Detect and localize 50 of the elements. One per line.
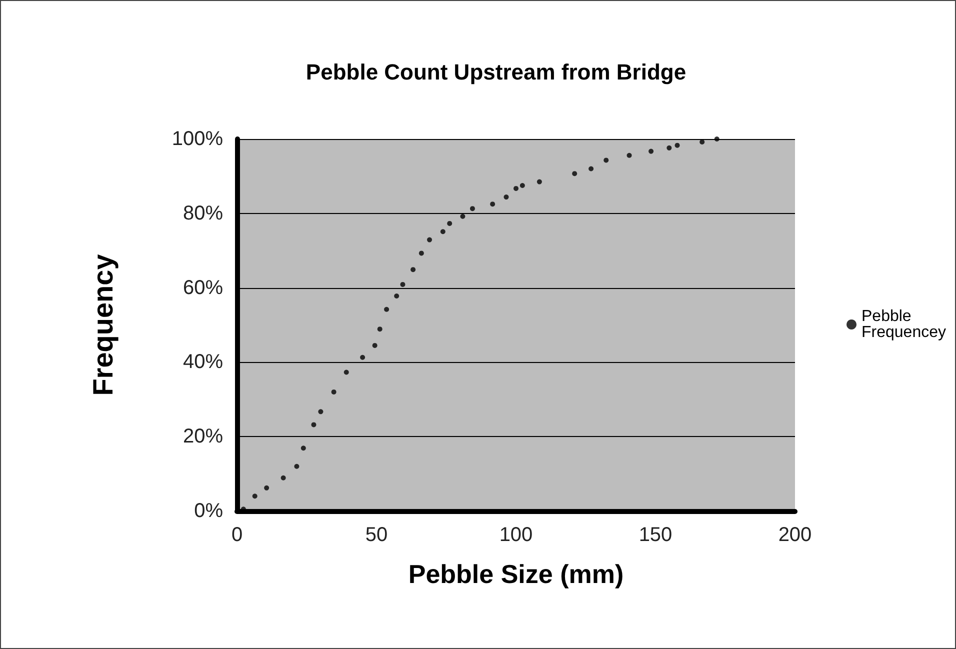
point bbox=[504, 194, 509, 200]
point bbox=[360, 354, 366, 360]
x-tick-label: 200 bbox=[778, 524, 812, 546]
point bbox=[311, 422, 316, 428]
y-tick-label: 80% bbox=[182, 202, 224, 224]
point bbox=[331, 389, 336, 394]
point bbox=[372, 342, 378, 348]
y-tick-label: 40% bbox=[182, 351, 224, 374]
point bbox=[440, 229, 446, 234]
point bbox=[377, 326, 382, 332]
point bbox=[604, 158, 609, 163]
point bbox=[400, 282, 406, 287]
point bbox=[626, 152, 632, 158]
point bbox=[460, 214, 466, 219]
point bbox=[410, 267, 416, 272]
point bbox=[427, 237, 432, 242]
point bbox=[490, 202, 496, 207]
point bbox=[674, 142, 680, 148]
legend-label: Pebble Frequencey bbox=[862, 308, 946, 341]
y-axis-title: Frequency bbox=[88, 254, 118, 396]
x-tick-label: 150 bbox=[638, 524, 672, 546]
point bbox=[300, 446, 306, 451]
y-tick-label: 100% bbox=[172, 128, 224, 150]
point bbox=[294, 464, 300, 469]
point bbox=[648, 148, 654, 154]
point bbox=[470, 206, 475, 212]
y-tick-label: 20% bbox=[182, 426, 224, 448]
chart-title: Pebble Count Upstream from Bridge bbox=[306, 60, 686, 84]
point bbox=[714, 136, 720, 142]
y-tick-label: 0% bbox=[194, 500, 224, 522]
point bbox=[666, 145, 672, 150]
point bbox=[418, 250, 424, 256]
y-tick-label: 60% bbox=[182, 276, 224, 299]
point bbox=[588, 166, 594, 172]
point bbox=[394, 293, 400, 298]
point bbox=[536, 179, 542, 184]
point bbox=[520, 183, 525, 188]
point bbox=[447, 220, 452, 226]
point bbox=[572, 171, 578, 176]
point bbox=[280, 475, 286, 480]
x-tick-label: 0 bbox=[231, 524, 243, 546]
point bbox=[514, 186, 518, 191]
x-axis-title: Pebble Size (mm) bbox=[408, 559, 624, 589]
point bbox=[318, 409, 324, 414]
point bbox=[384, 306, 390, 312]
point bbox=[252, 494, 258, 499]
x-tick-label: 50 bbox=[365, 524, 388, 546]
x-tick-label: 100 bbox=[499, 524, 533, 546]
point bbox=[264, 485, 270, 490]
point bbox=[344, 370, 349, 375]
